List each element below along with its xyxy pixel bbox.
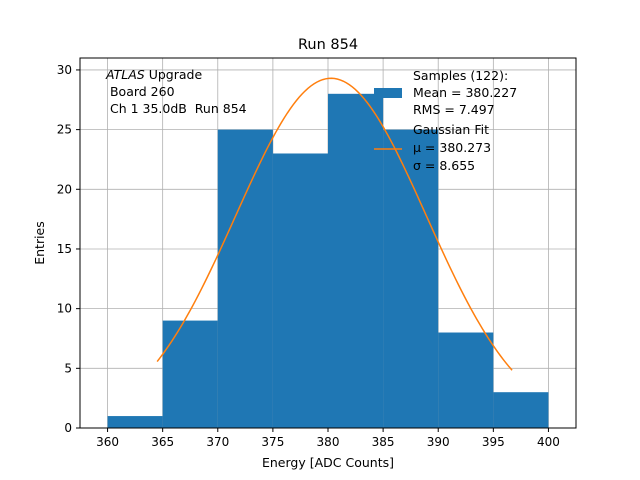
y-axis-ticks: 0 5 10 15 20 25 30 (57, 63, 80, 435)
chart-title: Run 854 (298, 37, 358, 53)
histogram-bar-360 (107, 416, 163, 428)
x-tick-label-395: 395 (482, 435, 505, 449)
annotation-line-1: ATLAS Upgrade (105, 67, 202, 82)
annotation-line-2: Board 260 (106, 84, 175, 99)
histogram-bar-390 (438, 332, 494, 428)
x-tick-label-360: 360 (96, 435, 119, 449)
legend-samples-swatch (374, 88, 402, 98)
histogram-bar-385 (383, 129, 439, 428)
legend-samples-mean: Mean = 380.227 (413, 85, 517, 100)
legend-fit-mu: μ = 380.273 (413, 140, 491, 155)
x-tick-label-380: 380 (317, 435, 340, 449)
annotation-italic-word: ATLAS (105, 67, 145, 82)
y-tick-label-10: 10 (57, 302, 72, 316)
y-axis-label: Entries (32, 221, 47, 265)
histogram-bar-395 (493, 392, 549, 428)
x-tick-label-370: 370 (206, 435, 229, 449)
y-tick-label-0: 0 (64, 421, 72, 435)
histogram-bars (107, 93, 549, 428)
x-tick-label-385: 385 (372, 435, 395, 449)
y-tick-label-25: 25 (57, 123, 72, 137)
x-tick-label-390: 390 (427, 435, 450, 449)
histogram-bar-370 (217, 129, 273, 428)
y-tick-label-15: 15 (57, 242, 72, 256)
x-axis-ticks: 360 365 370 375 380 385 390 395 400 (96, 428, 560, 449)
legend-samples-rms: RMS = 7.497 (413, 102, 495, 117)
y-tick-label-5: 5 (64, 361, 72, 375)
legend: Samples (122): Mean = 380.227 RMS = 7.49… (374, 68, 517, 173)
x-tick-label-375: 375 (261, 435, 284, 449)
annotation-line-1-rest: Upgrade (145, 67, 203, 82)
histogram-bar-365 (162, 320, 218, 428)
legend-samples-label: Samples (122): (413, 68, 508, 83)
x-tick-label-400: 400 (537, 435, 560, 449)
x-tick-label-365: 365 (151, 435, 174, 449)
legend-fit-sigma: σ = 8.655 (413, 158, 475, 173)
annotation-box: ATLAS Upgrade Board 260 Ch 1 35.0dB Run … (105, 67, 247, 116)
gaussian-fit-curve (156, 77, 513, 371)
y-tick-label-30: 30 (57, 63, 72, 77)
annotation-line-3: Ch 1 35.0dB Run 854 (106, 101, 247, 116)
legend-fit-label: Gaussian Fit (413, 122, 489, 137)
histogram-bar-375 (272, 153, 328, 428)
y-tick-label-20: 20 (57, 182, 72, 196)
x-axis-label: Energy [ADC Counts] (262, 455, 394, 470)
histogram-bar-380 (328, 93, 384, 428)
